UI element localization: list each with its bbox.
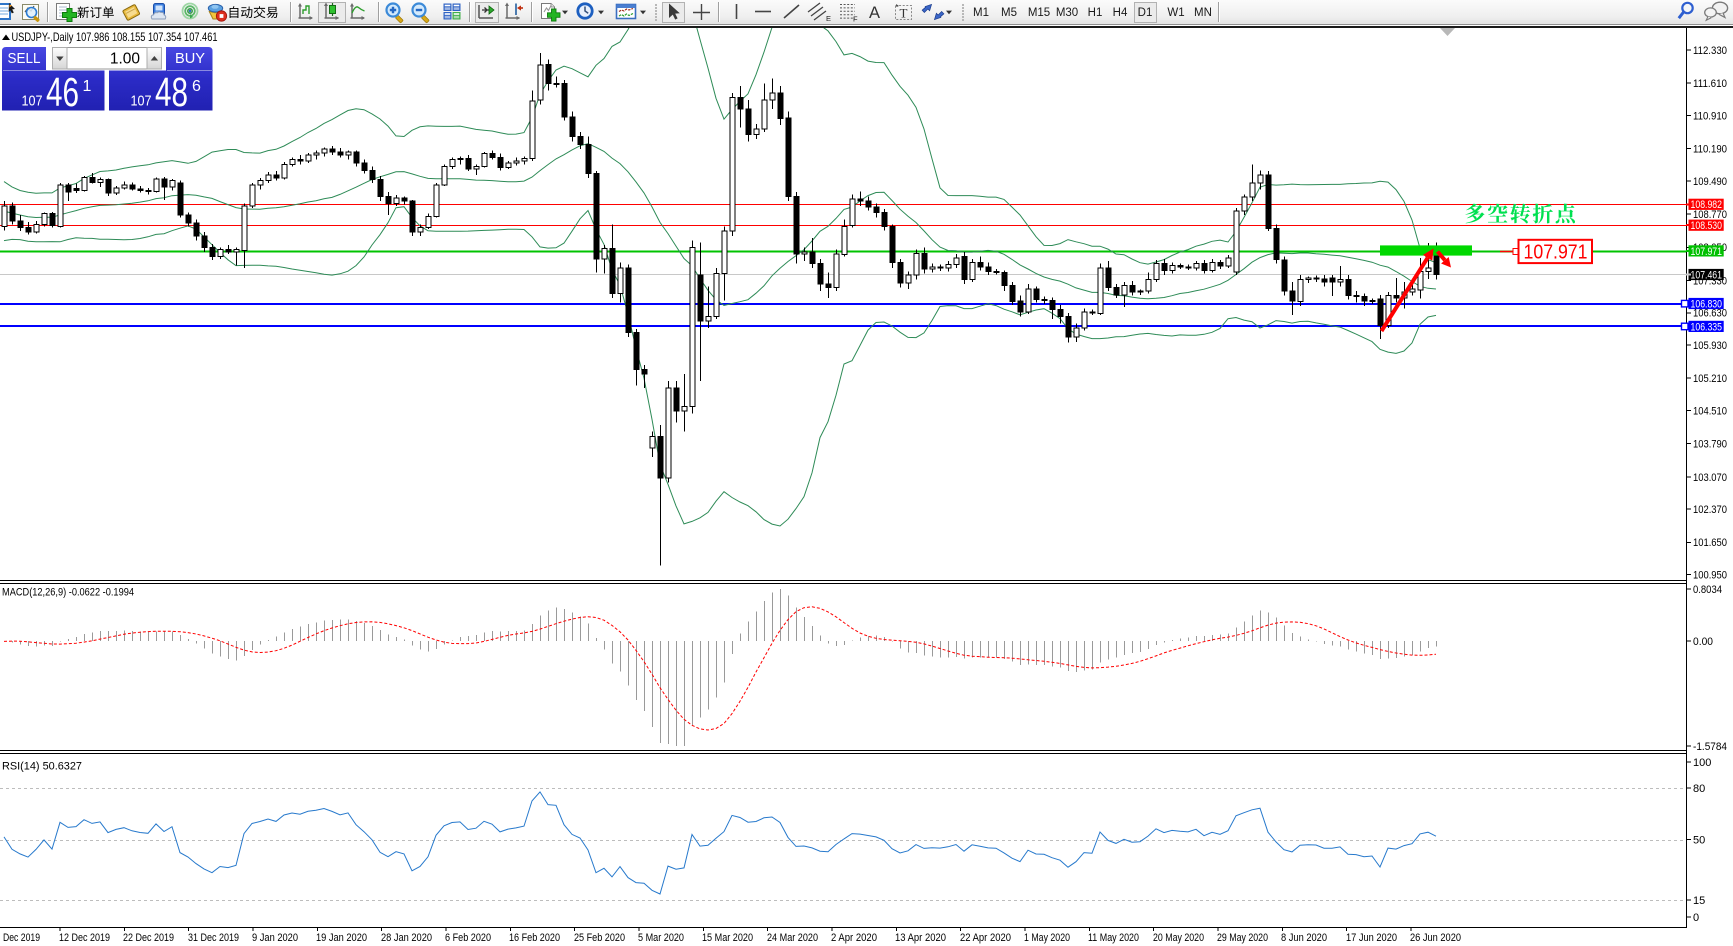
svg-text:M30: M30 [1056,7,1078,19]
svg-text:110.190: 110.190 [1693,144,1727,156]
svg-text:BUY: BUY [175,50,205,67]
svg-text:104.510: 104.510 [1693,405,1727,417]
svg-text:24 Mar 2020: 24 Mar 2020 [767,932,818,944]
svg-text:12 Dec 2019: 12 Dec 2019 [59,932,110,944]
svg-text:13 Apr 2020: 13 Apr 2020 [895,932,946,944]
svg-text:M5: M5 [1001,7,1017,19]
svg-text:19 Jan 2020: 19 Jan 2020 [316,932,367,944]
svg-text:1: 1 [83,78,92,95]
svg-text:6 Feb 2020: 6 Feb 2020 [445,932,491,944]
svg-text:-1.5784: -1.5784 [1693,741,1727,753]
svg-text:109.490: 109.490 [1693,176,1727,188]
svg-text:108.530: 108.530 [1691,220,1723,232]
svg-text:48: 48 [155,69,188,115]
svg-text:0.00: 0.00 [1693,636,1713,648]
svg-text:107.971: 107.971 [1524,242,1588,264]
svg-text:MN: MN [1194,7,1212,19]
svg-text:111.610: 111.610 [1693,78,1727,90]
svg-text:112.330: 112.330 [1693,45,1727,57]
svg-text:5 Mar 2020: 5 Mar 2020 [638,932,684,944]
svg-text:D1: D1 [1138,7,1153,19]
svg-text:20 May 2020: 20 May 2020 [1153,932,1204,944]
svg-text:100: 100 [1693,757,1711,769]
svg-text:2 Apr 2020: 2 Apr 2020 [831,932,877,944]
svg-text:108.982: 108.982 [1691,199,1723,211]
svg-text:106.335: 106.335 [1691,321,1723,333]
svg-text:106.630: 106.630 [1693,308,1727,320]
svg-text:50: 50 [1693,835,1705,847]
svg-text:26 Jun 2020: 26 Jun 2020 [1410,932,1461,944]
svg-text:W1: W1 [1167,7,1184,19]
svg-text:H1: H1 [1088,7,1103,19]
svg-text:1.00: 1.00 [110,51,141,68]
svg-text:46: 46 [46,69,79,115]
svg-text:102.370: 102.370 [1693,504,1727,516]
svg-text:106.830: 106.830 [1691,298,1723,310]
svg-text:M15: M15 [1028,7,1050,19]
svg-text:31 Dec 2019: 31 Dec 2019 [188,932,239,944]
svg-text:107: 107 [131,93,152,110]
svg-text:E: E [826,14,831,23]
svg-text:25 Feb 2020: 25 Feb 2020 [574,932,625,944]
svg-text:101.650: 101.650 [1693,537,1727,549]
svg-text:29 May 2020: 29 May 2020 [1217,932,1268,944]
svg-text:107.461: 107.461 [1691,269,1723,281]
svg-text:A: A [869,4,880,22]
svg-text:100.950: 100.950 [1693,570,1727,582]
svg-text:110.910: 110.910 [1693,110,1727,122]
svg-text:80: 80 [1693,783,1705,795]
svg-text:F: F [853,15,858,24]
svg-text:108.770: 108.770 [1693,209,1727,221]
svg-text:16 Feb 2020: 16 Feb 2020 [509,932,560,944]
svg-text:0.8034: 0.8034 [1693,584,1722,596]
svg-text:22 Apr 2020: 22 Apr 2020 [960,932,1011,944]
svg-text:28 Jan 2020: 28 Jan 2020 [381,932,432,944]
svg-text:15: 15 [1693,895,1705,907]
svg-text:0: 0 [1693,912,1699,924]
svg-text:105.210: 105.210 [1693,373,1727,385]
svg-text:USDJPY-,Daily 107.986 108.155: USDJPY-,Daily 107.986 108.155 107.354 10… [12,30,218,44]
svg-text:T: T [900,6,908,21]
svg-text:Dec 2019: Dec 2019 [3,932,40,944]
svg-text:15 Mar 2020: 15 Mar 2020 [702,932,753,944]
svg-text:SELL: SELL [8,50,41,67]
svg-text:17 Jun 2020: 17 Jun 2020 [1346,932,1397,944]
svg-text:103.070: 103.070 [1693,472,1727,484]
svg-text:103.790: 103.790 [1693,439,1727,451]
svg-text:22 Dec 2019: 22 Dec 2019 [123,932,174,944]
svg-text:11 May 2020: 11 May 2020 [1088,932,1139,944]
svg-text:107: 107 [22,93,43,110]
svg-text:RSI(14) 50.6327: RSI(14) 50.6327 [2,761,82,773]
svg-text:H4: H4 [1113,7,1128,19]
svg-text:6: 6 [192,78,201,95]
svg-text:105.930: 105.930 [1693,340,1727,352]
svg-text:107.971: 107.971 [1691,246,1723,258]
svg-text:1 May 2020: 1 May 2020 [1024,932,1070,944]
svg-text:9 Jan 2020: 9 Jan 2020 [252,932,298,944]
svg-text:8 Jun 2020: 8 Jun 2020 [1281,932,1327,944]
svg-text:MACD(12,26,9) -0.0622 -0.1994: MACD(12,26,9) -0.0622 -0.1994 [2,587,134,599]
svg-text:M1: M1 [973,7,989,19]
